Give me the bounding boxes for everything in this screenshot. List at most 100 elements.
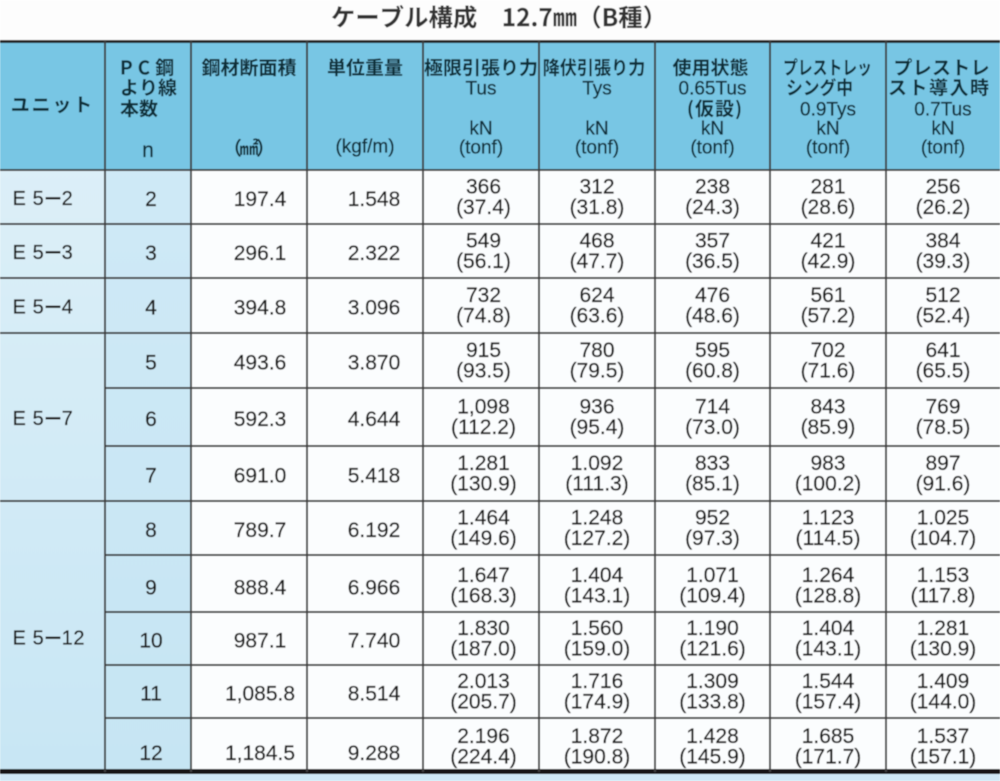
svg-text:(47.7): (47.7) bbox=[570, 250, 625, 273]
svg-text:(tonf): (tonf) bbox=[459, 138, 503, 159]
svg-text:(74.8): (74.8) bbox=[456, 305, 511, 328]
svg-text:3: 3 bbox=[62, 242, 74, 264]
svg-text:1.153: 1.153 bbox=[917, 564, 970, 587]
svg-text:(143.1): (143.1) bbox=[564, 585, 631, 608]
svg-text:1.248: 1.248 bbox=[571, 507, 624, 530]
svg-text:3.870: 3.870 bbox=[348, 352, 401, 375]
svg-text:4: 4 bbox=[62, 297, 74, 319]
svg-text:0.65Tus: 0.65Tus bbox=[679, 79, 747, 100]
svg-text:(52.4): (52.4) bbox=[916, 305, 971, 328]
svg-text:(159.0): (159.0) bbox=[564, 638, 631, 661]
svg-text:281: 281 bbox=[810, 176, 845, 199]
svg-text:1.548: 1.548 bbox=[348, 188, 401, 211]
svg-text:1.025: 1.025 bbox=[917, 507, 970, 530]
svg-text:476: 476 bbox=[695, 284, 730, 307]
svg-text:(97.3): (97.3) bbox=[685, 527, 740, 550]
svg-text:357: 357 bbox=[695, 230, 730, 253]
svg-text:549: 549 bbox=[466, 230, 501, 253]
svg-text:(48.6): (48.6) bbox=[685, 305, 740, 328]
svg-text:(tonf): (tonf) bbox=[921, 138, 965, 159]
svg-text:1.409: 1.409 bbox=[917, 670, 970, 693]
svg-text:769: 769 bbox=[925, 396, 960, 419]
svg-text:1.716: 1.716 bbox=[571, 670, 624, 693]
svg-text:1.647: 1.647 bbox=[457, 564, 510, 587]
svg-text:2.196: 2.196 bbox=[457, 725, 510, 748]
svg-text:(93.5): (93.5) bbox=[456, 360, 511, 383]
svg-text:1.544: 1.544 bbox=[802, 670, 855, 693]
svg-text:(133.8): (133.8) bbox=[679, 691, 746, 714]
svg-text:1.404: 1.404 bbox=[802, 617, 855, 640]
svg-text:(60.8): (60.8) bbox=[685, 360, 740, 383]
svg-text:983: 983 bbox=[810, 452, 845, 475]
svg-text:843: 843 bbox=[810, 396, 845, 419]
svg-text:(71.6): (71.6) bbox=[801, 360, 856, 383]
svg-text:kN: kN bbox=[469, 119, 492, 140]
svg-text:1.404: 1.404 bbox=[571, 564, 624, 587]
svg-text:3: 3 bbox=[145, 242, 157, 265]
svg-text:(112.2): (112.2) bbox=[451, 416, 516, 439]
svg-text:12: 12 bbox=[62, 628, 85, 650]
svg-text:(24.3): (24.3) bbox=[685, 196, 740, 219]
svg-text:9.288: 9.288 bbox=[348, 742, 401, 765]
svg-text:2.013: 2.013 bbox=[457, 670, 510, 693]
svg-text:(78.5): (78.5) bbox=[916, 416, 971, 439]
svg-text:421: 421 bbox=[810, 230, 845, 253]
svg-text:(39.3): (39.3) bbox=[916, 250, 971, 273]
svg-text:780: 780 bbox=[579, 339, 614, 362]
svg-text:394.8: 394.8 bbox=[234, 297, 287, 320]
svg-text:1,184.5: 1,184.5 bbox=[225, 742, 295, 765]
svg-text:592.3: 592.3 bbox=[234, 408, 287, 431]
svg-text:(tonf): (tonf) bbox=[690, 138, 734, 159]
svg-text:(31.8): (31.8) bbox=[570, 196, 625, 219]
svg-text:714: 714 bbox=[695, 396, 730, 419]
svg-text:(kgf/m): (kgf/m) bbox=[335, 137, 394, 158]
svg-text:6.192: 6.192 bbox=[348, 519, 401, 542]
svg-text:11: 11 bbox=[140, 683, 162, 706]
svg-text:(144.0): (144.0) bbox=[910, 691, 977, 714]
svg-text:(157.4): (157.4) bbox=[795, 691, 862, 714]
svg-text:468: 468 bbox=[579, 230, 614, 253]
svg-text:(149.6): (149.6) bbox=[450, 527, 517, 550]
svg-text:702: 702 bbox=[810, 339, 845, 362]
svg-text:1.281: 1.281 bbox=[917, 617, 970, 640]
svg-text:(205.7): (205.7) bbox=[450, 691, 517, 714]
svg-text:8: 8 bbox=[145, 519, 157, 542]
svg-text:936: 936 bbox=[579, 396, 614, 419]
svg-text:1.537: 1.537 bbox=[917, 725, 970, 748]
svg-text:915: 915 bbox=[466, 339, 501, 362]
svg-text:624: 624 bbox=[579, 284, 614, 307]
svg-text:5.418: 5.418 bbox=[348, 465, 401, 488]
svg-text:(65.5): (65.5) bbox=[916, 360, 971, 383]
svg-text:238: 238 bbox=[695, 176, 730, 199]
svg-text:1.560: 1.560 bbox=[571, 617, 624, 640]
svg-text:Tus: Tus bbox=[466, 79, 497, 100]
svg-text:2: 2 bbox=[62, 188, 74, 210]
svg-text:6: 6 bbox=[145, 408, 157, 431]
svg-text:(100.2): (100.2) bbox=[795, 473, 862, 496]
svg-text:1.092: 1.092 bbox=[571, 452, 624, 475]
svg-text:1.123: 1.123 bbox=[802, 507, 855, 530]
svg-text:(224.4): (224.4) bbox=[450, 746, 517, 769]
svg-text:2: 2 bbox=[145, 188, 157, 211]
svg-text:641: 641 bbox=[925, 339, 960, 362]
svg-text:(145.9): (145.9) bbox=[679, 746, 746, 769]
svg-text:(79.5): (79.5) bbox=[570, 360, 625, 383]
svg-text:1.685: 1.685 bbox=[802, 725, 855, 748]
svg-text:493.6: 493.6 bbox=[234, 352, 287, 375]
svg-text:E 5: E 5 bbox=[13, 408, 45, 430]
svg-text:(187.0): (187.0) bbox=[450, 638, 517, 661]
svg-text:(117.8): (117.8) bbox=[911, 585, 976, 608]
svg-text:kN: kN bbox=[931, 119, 954, 140]
svg-text:256: 256 bbox=[925, 176, 960, 199]
svg-text:(130.9): (130.9) bbox=[910, 638, 977, 661]
svg-text:(114.5): (114.5) bbox=[796, 527, 861, 550]
svg-text:7.740: 7.740 bbox=[348, 630, 401, 653]
svg-text:691.0: 691.0 bbox=[234, 465, 287, 488]
svg-text:888.4: 888.4 bbox=[234, 577, 287, 600]
svg-text:1.281: 1.281 bbox=[457, 452, 510, 475]
svg-text:n: n bbox=[142, 139, 154, 162]
svg-text:296.1: 296.1 bbox=[234, 242, 287, 265]
svg-text:1.190: 1.190 bbox=[686, 617, 739, 640]
svg-text:512: 512 bbox=[925, 284, 960, 307]
svg-text:1.309: 1.309 bbox=[686, 670, 739, 693]
